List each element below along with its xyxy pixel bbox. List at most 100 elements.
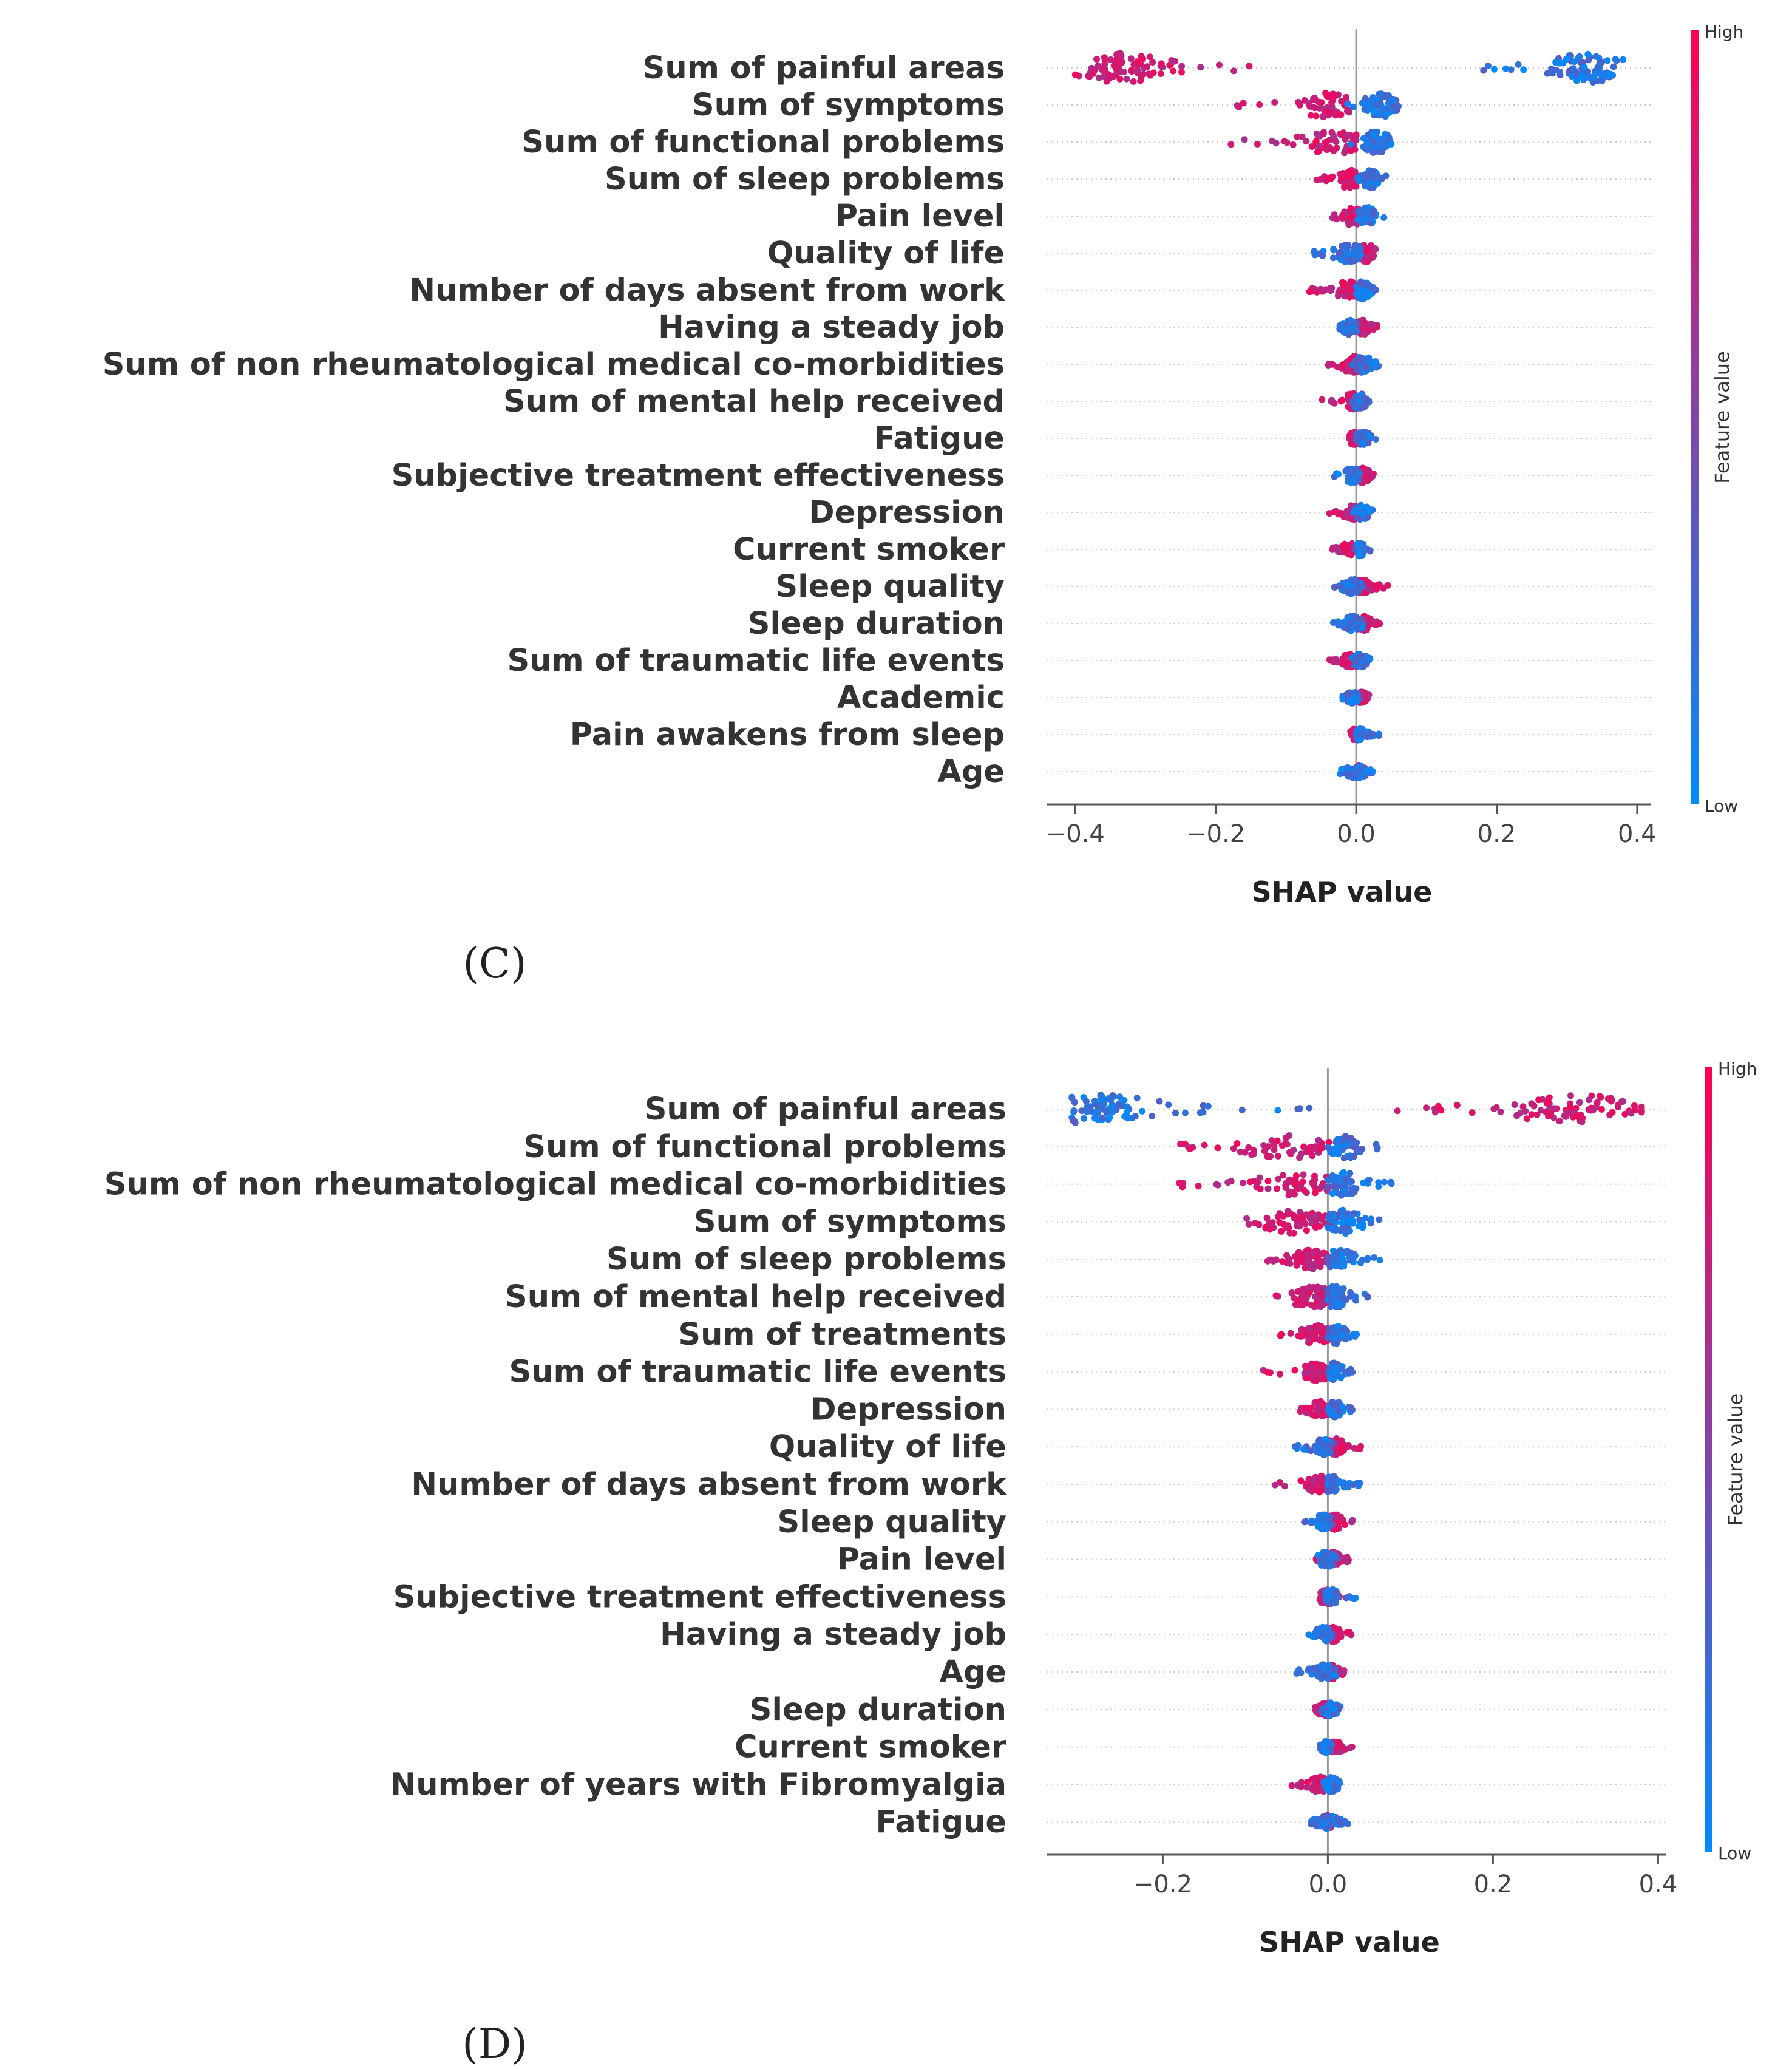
shap-dot (1300, 1171, 1307, 1178)
shap-dot (1369, 254, 1376, 261)
feature-label: Sleep quality (778, 1504, 1006, 1540)
shap-dot (1332, 1599, 1339, 1606)
shap-dot (1264, 1143, 1272, 1150)
shap-dot (1178, 63, 1186, 70)
feature-dots-row (1176, 1169, 1395, 1199)
shap-dot (1312, 1377, 1320, 1384)
shap-dot (1343, 93, 1349, 101)
feature-dots-row (1071, 50, 1627, 86)
shap-dot (1598, 1106, 1605, 1113)
shap-dot (1340, 361, 1347, 368)
shap-dot (1338, 1331, 1345, 1339)
shap-dot (1337, 398, 1345, 405)
shap-dot (1274, 1137, 1281, 1144)
shap-dot (1308, 1484, 1315, 1491)
shap-dot (1118, 59, 1125, 66)
shap-dot (1293, 1262, 1300, 1269)
feature-dots-row (1329, 540, 1374, 560)
feature-dots-row (1312, 1699, 1344, 1719)
feature-label: Sum of symptoms (692, 87, 1005, 123)
shap-dot (1320, 1632, 1327, 1639)
shap-dot (1372, 246, 1379, 253)
feature-dots-row (1177, 1132, 1381, 1162)
shap-dot (1121, 1096, 1128, 1104)
shap-dot (1326, 1215, 1333, 1223)
shap-dot (1567, 1104, 1574, 1111)
shap-dot (1366, 547, 1373, 554)
shap-dot (1340, 1263, 1348, 1270)
shap-dot (1264, 1368, 1271, 1376)
shap-dot (1325, 1144, 1332, 1151)
shap-dot (1172, 1109, 1179, 1116)
shap-dot (1365, 439, 1372, 446)
shap-dot (1347, 251, 1354, 258)
shap-dot (1542, 1108, 1549, 1115)
shap-dot (1337, 1301, 1344, 1308)
shap-dot (1354, 1480, 1361, 1487)
feature-dots-row (1336, 316, 1381, 338)
shap-dot (1329, 94, 1337, 101)
shap-dot (1295, 1667, 1302, 1674)
shap-dot (1354, 216, 1362, 223)
shap-dot (1293, 1257, 1300, 1264)
shap-dot (1346, 698, 1354, 705)
shap-dot (1310, 1179, 1317, 1186)
shap-dot (1331, 1782, 1338, 1789)
shap-dot (1197, 64, 1204, 71)
shap-dot (1345, 327, 1352, 335)
shap-dot (1354, 477, 1362, 483)
feature-label: Sleep duration (748, 606, 1005, 642)
shap-dot (1346, 1744, 1354, 1751)
shap-dot (1354, 540, 1362, 548)
x-tick-label: −0.2 (1186, 820, 1245, 848)
shap-dot (1274, 1185, 1281, 1192)
shap-dot (1340, 1668, 1347, 1675)
shap-dot (1306, 1324, 1314, 1331)
shap-dot (1319, 1216, 1325, 1223)
shap-dot (1312, 112, 1320, 120)
shap-dot (1497, 1108, 1504, 1115)
shap-dot (1321, 1520, 1328, 1527)
shap-dot (1333, 1250, 1340, 1257)
shap-dot (1373, 582, 1380, 589)
shap-dot (1240, 100, 1247, 107)
shap-dot (1528, 1111, 1535, 1118)
shap-dot (1362, 1215, 1369, 1222)
shap-dot (1124, 1109, 1130, 1116)
shap-dot (1568, 73, 1575, 80)
shap-dot (1352, 256, 1359, 263)
feature-label: Quality of life (769, 1429, 1006, 1465)
shap-dot (1302, 1220, 1309, 1228)
shap-dot (1282, 1184, 1289, 1191)
shap-dot (1356, 548, 1363, 555)
shap-dot (1336, 1748, 1343, 1756)
feature-dots-row (1313, 166, 1390, 191)
shap-dot (1170, 67, 1176, 75)
shap-dot (1070, 1107, 1078, 1114)
x-tick-label: −0.4 (1046, 820, 1105, 848)
feature-label: Fatigue (875, 1804, 1006, 1840)
shap-dot (1330, 1705, 1337, 1713)
shap-dot (1346, 467, 1353, 475)
shap-dot (1113, 50, 1121, 58)
shap-dot (1312, 1217, 1320, 1225)
shap-dot (1638, 1107, 1645, 1115)
shap-dot (1342, 1176, 1349, 1183)
shap-dot (1382, 172, 1390, 180)
shap-dot (1342, 1296, 1349, 1303)
shap-dot (1342, 1521, 1349, 1529)
shap-dot (1227, 1178, 1235, 1185)
shap-dot (1387, 1178, 1394, 1186)
shap-dot (1318, 1250, 1325, 1257)
shap-dot (1374, 180, 1381, 187)
shap-dot (1352, 659, 1360, 666)
shap-dot (1333, 1589, 1340, 1596)
feature-label: Sum of functional problems (523, 1129, 1006, 1165)
shap-dot (1347, 1134, 1354, 1141)
shap-dot (1586, 1096, 1593, 1104)
shap-dot (1309, 1665, 1317, 1672)
shap-dot (1271, 1481, 1278, 1489)
shap-dot (1363, 478, 1370, 485)
shap-dot (1134, 58, 1141, 66)
shap-dot (1294, 133, 1301, 140)
